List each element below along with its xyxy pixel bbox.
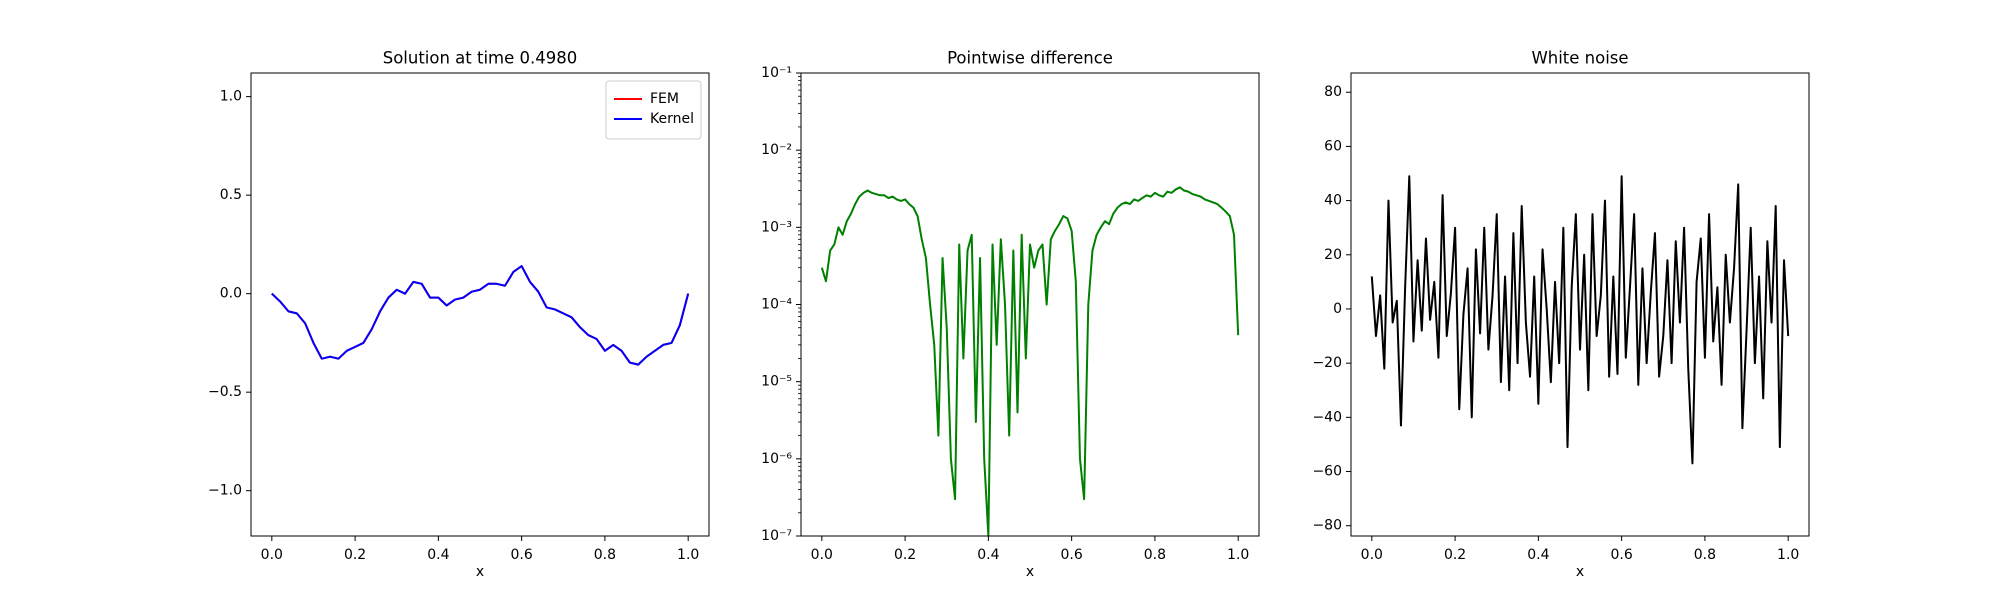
data-line: [820, 186, 1240, 536]
x-tick-label: 0.2: [1444, 547, 1466, 563]
y-tick-label: 40: [1324, 193, 1342, 209]
y-tick-label: 10⁻⁷: [761, 528, 792, 544]
x-tick-label: 1.0: [677, 547, 699, 563]
legend-box: [605, 80, 702, 140]
axes-frame: [800, 72, 1260, 537]
y-tick-label: 0.5: [220, 187, 242, 203]
x-axis-label: x: [1576, 564, 1584, 580]
y-tick-label: 0.0: [220, 286, 242, 302]
x-tick-label: 0.4: [427, 547, 449, 563]
legend-label: Kernel: [650, 111, 694, 127]
data-line: [1370, 175, 1790, 465]
x-tick-label: 0.8: [1144, 547, 1166, 563]
chart-title: Solution at time 0.4980: [383, 49, 578, 68]
x-axis-label: x: [476, 564, 484, 580]
x-tick-label: 0.2: [894, 547, 916, 563]
axes-frame: [250, 72, 710, 537]
y-tick-label: 10⁻³: [761, 219, 792, 235]
y-tick-label: 10⁻¹: [761, 65, 792, 81]
y-tick-label: 10⁻²: [761, 142, 792, 158]
x-tick-label: 0.8: [1694, 547, 1716, 563]
data-line: [271, 265, 690, 366]
x-tick-label: 0.4: [1527, 547, 1549, 563]
data-line: [271, 265, 690, 366]
x-tick-label: 1.0: [1777, 547, 1799, 563]
legend-label: FEM: [650, 91, 679, 107]
y-tick-label: 80: [1324, 84, 1342, 100]
y-tick-label: 20: [1324, 247, 1342, 263]
x-tick-label: 0.8: [594, 547, 616, 563]
y-tick-label: −1.0: [208, 483, 242, 499]
x-axis-label: x: [1026, 564, 1034, 580]
x-tick-label: 0.6: [1611, 547, 1633, 563]
x-tick-label: 0.2: [344, 547, 366, 563]
y-tick-label: 60: [1324, 138, 1342, 154]
x-tick-label: 1.0: [1227, 547, 1249, 563]
y-tick-label: 10⁻⁶: [761, 451, 792, 467]
y-tick-label: 10⁻⁵: [761, 374, 792, 390]
chart-title: Pointwise difference: [947, 49, 1113, 68]
y-tick-label: −20: [1312, 355, 1342, 371]
y-tick-label: 10⁻⁴: [761, 297, 792, 313]
y-tick-label: −80: [1312, 518, 1342, 534]
axes-frame: [1350, 72, 1810, 537]
x-tick-label: 0.6: [1061, 547, 1083, 563]
y-tick-label: −60: [1312, 464, 1342, 480]
y-tick-label: 1.0: [220, 89, 242, 105]
y-tick-label: −0.5: [208, 384, 242, 400]
y-tick-label: −40: [1312, 409, 1342, 425]
y-tick-label: 0: [1333, 301, 1342, 317]
x-tick-label: 0.0: [1361, 547, 1383, 563]
chart-title: White noise: [1531, 49, 1628, 68]
x-tick-label: 0.0: [811, 547, 833, 563]
x-tick-label: 0.4: [977, 547, 999, 563]
x-tick-label: 0.6: [511, 547, 533, 563]
x-tick-label: 0.0: [261, 547, 283, 563]
